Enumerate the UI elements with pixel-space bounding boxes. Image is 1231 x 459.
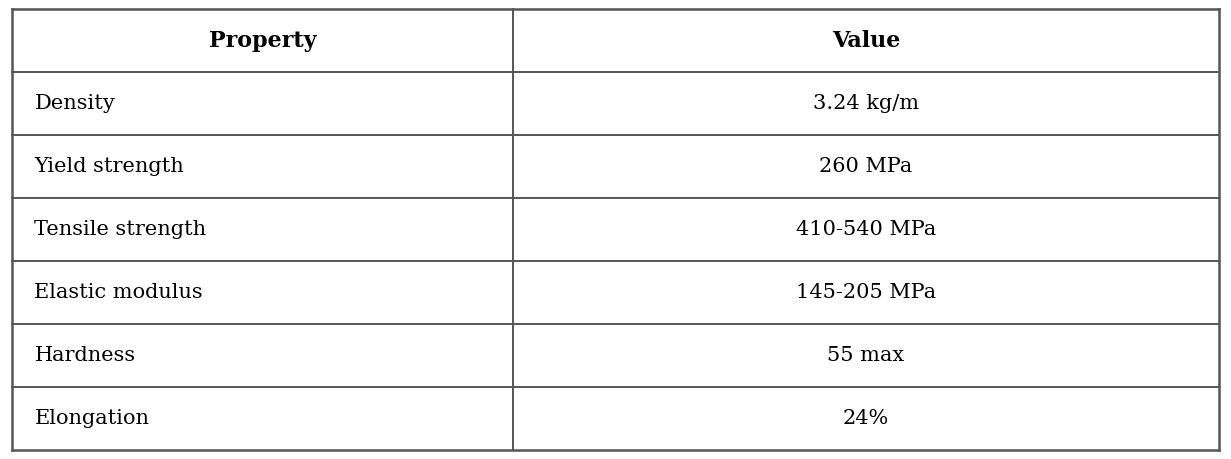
Text: 410-540 MPa: 410-540 MPa	[795, 220, 936, 239]
Text: Elastic modulus: Elastic modulus	[34, 283, 203, 302]
Text: 260 MPa: 260 MPa	[819, 157, 912, 176]
Text: Hardness: Hardness	[34, 346, 135, 365]
Text: 55 max: 55 max	[827, 346, 905, 365]
Text: Yield strength: Yield strength	[34, 157, 185, 176]
Text: Elongation: Elongation	[34, 409, 149, 428]
Text: Value: Value	[832, 30, 900, 52]
Text: Property: Property	[209, 30, 316, 52]
Text: 3.24 kg/m: 3.24 kg/m	[812, 94, 918, 113]
Text: 24%: 24%	[843, 409, 889, 428]
Text: 145-205 MPa: 145-205 MPa	[795, 283, 936, 302]
Text: Density: Density	[34, 94, 116, 113]
Text: Tensile strength: Tensile strength	[34, 220, 207, 239]
